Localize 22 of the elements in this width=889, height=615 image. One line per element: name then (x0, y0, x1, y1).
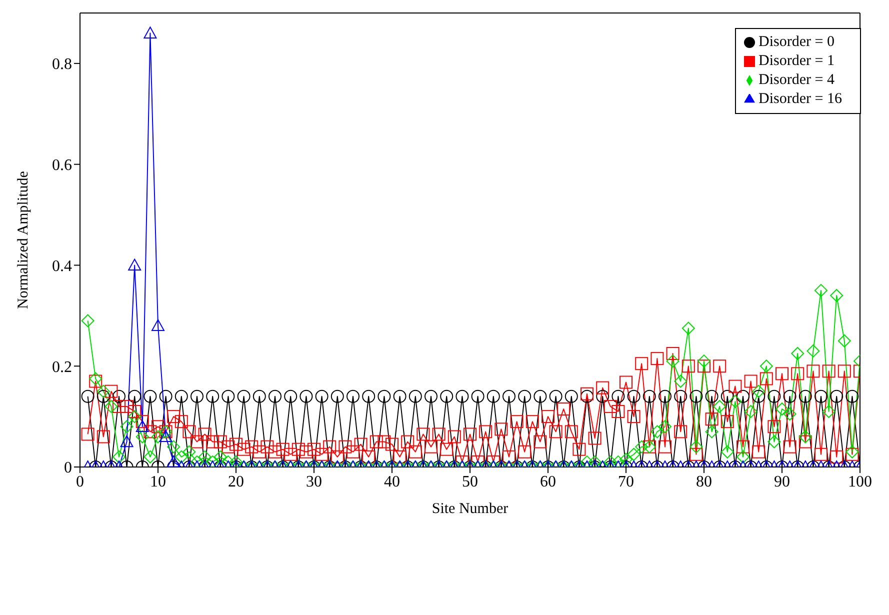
x-tick-label: 90 (774, 473, 790, 490)
y-tick-label: 0.8 (52, 56, 72, 74)
x-tick-label: 60 (540, 473, 556, 490)
y-tick-label: 0.4 (52, 258, 72, 275)
x-tick-label: 80 (696, 473, 712, 490)
x-tick-label: 0 (76, 473, 84, 490)
legend-label: Disorder = 4 (758, 72, 834, 88)
x-axis-title: Site Number (432, 501, 508, 517)
x-tick-label: 20 (228, 473, 244, 490)
y-tick-label: 0.2 (52, 358, 72, 376)
y-axis-title: Normalized Amplitude (15, 170, 32, 309)
legend-label: Disorder = 1 (758, 53, 834, 69)
y-tick-label: 0 (64, 460, 72, 477)
x-tick-label: 10 (150, 473, 166, 490)
legend-label: Disorder = 16 (758, 91, 842, 107)
x-tick-label: 70 (618, 473, 634, 490)
y-tick-label: 0.6 (52, 157, 72, 174)
x-tick-label: 40 (384, 473, 400, 490)
x-tick-label: 50 (462, 473, 478, 490)
x-tick-label: 30 (306, 473, 322, 490)
x-tick-label: 100 (848, 473, 872, 490)
legend-label: Disorder = 0 (758, 34, 834, 50)
